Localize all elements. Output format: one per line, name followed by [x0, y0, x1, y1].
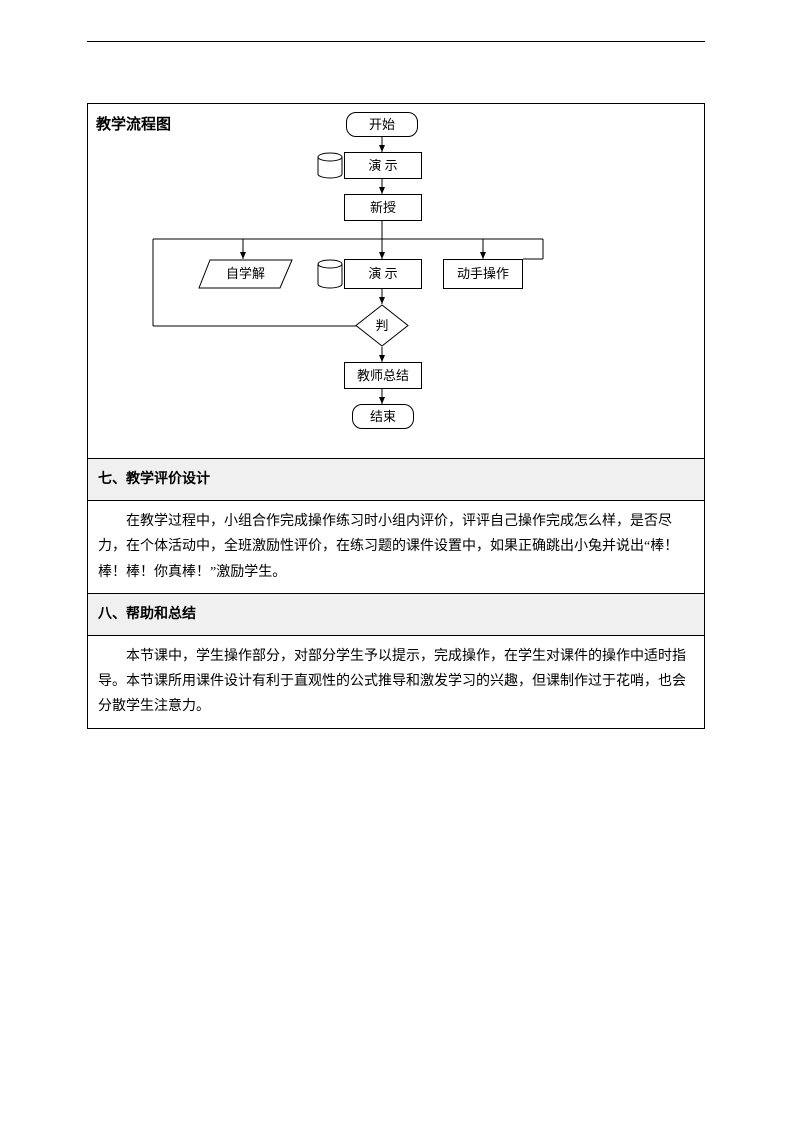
node-start: 开始 — [346, 112, 418, 137]
node-summary-label: 教师总结 — [357, 364, 409, 387]
node-summary: 教师总结 — [344, 362, 422, 389]
section7-content: 在教学过程中，小组合作完成操作练习时小组内评价，评评自己操作完成怎么样，是否尽力… — [98, 509, 694, 585]
node-demo1-cylinder — [316, 152, 344, 179]
node-judge: 判 — [355, 304, 409, 347]
section8-content: 本节课中，学生操作部分，对部分学生予以提示，完成操作，在学生对课件的操作中适时指… — [98, 644, 694, 720]
section7-title: 七、教学评价设计 — [98, 472, 210, 487]
node-handson-label: 动手操作 — [457, 262, 509, 285]
flowchart-section: 教学流程图 — [88, 104, 705, 459]
node-teach: 新授 — [344, 194, 422, 221]
page-top-rule — [87, 41, 705, 42]
node-start-label: 开始 — [369, 113, 395, 136]
section7-content-cell: 在教学过程中，小组合作完成操作练习时小组内评价，评评自己操作完成怎么样，是否尽力… — [88, 501, 705, 594]
node-teach-label: 新授 — [370, 196, 396, 219]
node-selfstudy: 自学解 — [198, 259, 293, 289]
node-demo2-label: 演 示 — [368, 262, 397, 285]
node-judge-label: 判 — [355, 304, 409, 347]
section8-title: 八、帮助和总结 — [98, 607, 196, 622]
section7-header: 七、教学评价设计 — [88, 459, 705, 501]
section8-header: 八、帮助和总结 — [88, 593, 705, 635]
node-demo2: 演 示 — [344, 259, 422, 289]
node-end-label: 结束 — [370, 405, 396, 428]
node-demo2-cylinder — [316, 259, 344, 289]
node-end: 结束 — [352, 404, 414, 429]
document-table: 教学流程图 — [87, 103, 705, 729]
node-handson: 动手操作 — [443, 259, 523, 289]
section8-content-cell: 本节课中，学生操作部分，对部分学生予以提示，完成操作，在学生对课件的操作中适时指… — [88, 635, 705, 728]
node-demo1-label: 演 示 — [368, 154, 397, 177]
node-demo1: 演 示 — [344, 152, 422, 179]
node-selfstudy-label: 自学解 — [198, 259, 293, 289]
